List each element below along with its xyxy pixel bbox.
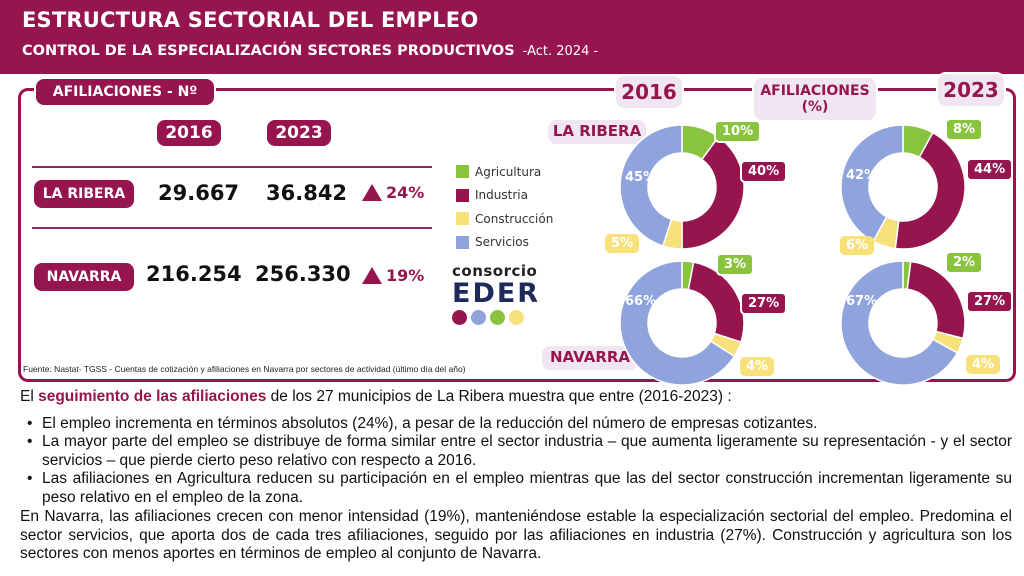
legend-label: Industria	[475, 188, 528, 203]
increase-triangle-icon	[362, 267, 382, 284]
logo-icons	[452, 310, 540, 325]
label-navarra-2016-construccion: 4%	[740, 357, 775, 376]
ribera-2016-value: 29.667	[158, 181, 240, 205]
divider-top	[32, 166, 432, 168]
intro-after: de los 27 municipios de La Ribera muestr…	[266, 388, 732, 405]
donut-slice-servicios	[840, 124, 904, 243]
eder-logo: consorcio EDER	[452, 262, 540, 325]
label-navarra-2023-servicios: 67%	[846, 294, 878, 309]
table-title: AFILIACIONES - Nº	[34, 77, 216, 107]
legend-item-construccion: Construcción	[456, 207, 553, 231]
navarra-change: 19%	[362, 266, 424, 285]
label-navarra-2023-agricultura: 2%	[945, 251, 984, 274]
intro-highlight: seguimiento de las afiliaciones	[38, 388, 267, 405]
donut-ribera-2016	[619, 124, 745, 250]
findings-list: El empleo incrementa en términos absolut…	[20, 415, 1012, 508]
logo-dot-icon	[490, 310, 505, 325]
label-navarra-2016-agricultura: 3%	[716, 253, 755, 276]
navarra-paragraph: En Navarra, las afiliaciones crecen con …	[20, 508, 1012, 562]
legend-swatch	[456, 188, 469, 202]
source-note: Fuente: Nastat- TGSS - Cuentas de cotiza…	[23, 364, 466, 374]
intro-before: El	[20, 388, 39, 405]
legend-label: Agricultura	[475, 164, 542, 179]
logo-text-eder: EDER	[452, 278, 541, 309]
donut-slice-servicios	[619, 260, 736, 386]
label-ribera-2023-servicios: 42%	[846, 168, 878, 183]
logo-dot-icon	[452, 310, 467, 325]
navarra-change-value: 19%	[386, 266, 425, 285]
label-navarra-2023-industria: 27%	[966, 290, 1014, 313]
label-ribera-2016-construccion: 5%	[605, 234, 640, 253]
label-ribera-2016-agricultura: 10%	[714, 120, 762, 143]
year-header-2023: 2023	[265, 118, 333, 148]
chart-legend: Agricultura Industria Construcción Servi…	[456, 160, 553, 254]
donut-year-2023: 2023	[936, 72, 1006, 108]
donut-slice-industria	[894, 131, 966, 250]
donut-slice-servicios	[840, 260, 959, 386]
page-title: ESTRUCTURA SECTORIAL DEL EMPLEO	[22, 8, 479, 32]
year-header-2016: 2016	[155, 118, 223, 148]
donut-region-ribera: LA RIBERA	[546, 118, 648, 146]
label-ribera-2016-servicios: 45%	[625, 170, 657, 185]
subtitle-text: CONTROL DE LA ESPECIALIZACIÓN SECTORES P…	[22, 43, 515, 59]
label-navarra-2023-construccion: 4%	[966, 355, 1001, 374]
legend-item-agricultura: Agricultura	[456, 160, 553, 184]
label-ribera-2023-industria: 44%	[966, 158, 1014, 181]
legend-item-servicios: Servicios	[456, 231, 553, 255]
divider-middle	[32, 227, 432, 229]
navarra-2023-value: 256.330	[255, 262, 351, 286]
analysis-text: El seguimiento de las afiliaciones de lo…	[20, 388, 1012, 564]
label-navarra-2016-servicios: 66%	[625, 294, 657, 309]
donut-slice-industria	[906, 260, 966, 340]
ribera-change: 24%	[362, 183, 424, 202]
logo-text-consorcio: consorcio	[452, 262, 538, 280]
label-ribera-2016-industria: 40%	[740, 160, 788, 183]
legend-label: Servicios	[475, 235, 529, 250]
region-label-navarra: NAVARRA	[32, 261, 136, 293]
donut-navarra-2016	[619, 260, 745, 386]
donut-navarra-2023	[840, 260, 966, 386]
finding-item: Las afiliaciones en Agricultura reducen …	[20, 470, 1012, 507]
ribera-change-value: 24%	[386, 183, 425, 202]
update-label: -Act. 2024 -	[522, 44, 599, 59]
region-label-ribera: LA RIBERA	[32, 178, 136, 210]
donut-affiliations-label: AFILIACIONES (%)	[752, 76, 878, 122]
legend-label: Construcción	[475, 211, 554, 226]
header-banner: ESTRUCTURA SECTORIAL DEL EMPLEO CONTROL …	[0, 0, 1024, 74]
infographic-frame	[18, 88, 1016, 382]
ribera-2023-value: 36.842	[266, 181, 348, 205]
label-ribera-2023-construccion: 6%	[840, 236, 875, 255]
legend-swatch	[456, 235, 469, 249]
navarra-2016-value: 216.254	[146, 262, 242, 286]
legend-swatch	[456, 212, 469, 226]
intro-line: El seguimiento de las afiliaciones de lo…	[20, 388, 1012, 407]
donut-slice-servicios	[619, 124, 683, 247]
label-ribera-2023-agricultura: 8%	[945, 118, 984, 141]
page-subtitle: CONTROL DE LA ESPECIALIZACIÓN SECTORES P…	[22, 43, 598, 59]
finding-item: El empleo incrementa en términos absolut…	[20, 415, 1012, 434]
legend-item-industria: Industria	[456, 184, 553, 208]
donut-ribera-2023	[840, 124, 966, 250]
increase-triangle-icon	[362, 184, 382, 201]
finding-item: La mayor parte del empleo se distribuye …	[20, 433, 1012, 470]
legend-swatch	[456, 165, 469, 179]
label-navarra-2016-industria: 27%	[740, 292, 788, 315]
donut-year-2016: 2016	[614, 74, 684, 110]
logo-dot-icon	[471, 310, 486, 325]
logo-dot-icon	[509, 310, 524, 325]
